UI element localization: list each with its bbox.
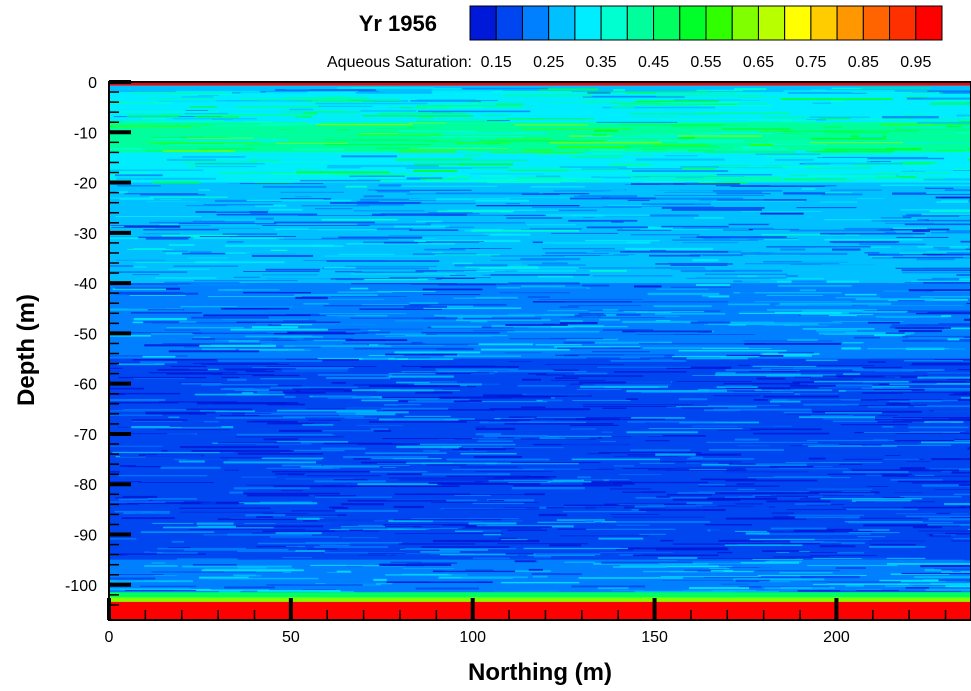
colorbar-tick-label: 0.95	[900, 54, 931, 71]
y-tick-label: -100	[65, 578, 97, 595]
colorbar-swatch	[889, 5, 917, 41]
x-tick-label: 100	[459, 629, 486, 646]
chart-title: Yr 1956	[359, 11, 437, 36]
colorbar-swatch	[548, 5, 576, 41]
x-tick-label: 150	[641, 629, 668, 646]
colorbar-swatch	[495, 5, 523, 41]
y-tick-label: 0	[88, 75, 97, 92]
saturation-lenses	[109, 87, 971, 594]
colorbar-tick-label: 0.45	[638, 54, 669, 71]
x-axis-ticks: 0 50 100 150 200	[105, 598, 947, 646]
colorbar-swatch	[469, 5, 497, 41]
saturation-band	[109, 597, 971, 603]
colorbar-tick-label: 0.35	[586, 54, 617, 71]
colorbar-swatch	[784, 5, 812, 41]
plot-frame	[108, 81, 971, 621]
colorbar-swatch	[810, 5, 838, 41]
colorbar-swatch	[521, 5, 550, 41]
x-tick-label: 0	[105, 629, 114, 646]
colorbar-tick-label: 0.65	[743, 54, 774, 71]
x-axis-label: Northing (m)	[468, 659, 612, 686]
saturation-band	[109, 82, 971, 86]
plot-area	[108, 81, 971, 621]
y-tick-label: -90	[74, 528, 97, 545]
colorbar-tick-label: 0.15	[481, 54, 512, 71]
y-axis-label: Depth (m)	[13, 294, 40, 406]
y-tick-label: -40	[74, 276, 97, 293]
y-tick-label: -80	[74, 477, 97, 494]
y-tick-label: -20	[74, 176, 97, 193]
y-axis-ticks: 0 -10 -20 -30 -40 -50 -60 -70 -80 -90 -100	[65, 75, 131, 606]
colorbar-swatch	[626, 5, 655, 41]
y-tick-label: -30	[74, 226, 97, 243]
colorbar-tick-label: 0.85	[848, 54, 879, 71]
x-tick-label: 200	[823, 629, 850, 646]
colorbar-swatch	[836, 5, 864, 41]
colorbar-swatch	[915, 5, 943, 41]
colorbar-tick-label: 0.25	[533, 54, 564, 71]
y-tick-label: -60	[74, 377, 97, 394]
y-tick-label: -70	[74, 427, 97, 444]
colorbar-tick-label: 0.55	[690, 54, 721, 71]
y-tick-label: -10	[74, 125, 97, 142]
y-tick-label: -50	[74, 326, 97, 343]
colorbar-swatch	[757, 5, 786, 41]
colorbar	[469, 5, 943, 41]
colorbar-swatch	[705, 5, 733, 41]
colorbar-tick-label: 0.75	[795, 54, 826, 71]
x-tick-label: 50	[282, 629, 300, 646]
saturation-band	[109, 601, 971, 620]
colorbar-tick-labels: 0.15 0.25 0.35 0.45 0.55 0.65 0.75 0.85 0.95	[481, 54, 932, 71]
colorbar-swatch	[679, 5, 707, 41]
saturation-band	[109, 592, 971, 598]
colorbar-swatch	[600, 5, 628, 41]
colorbar-swatch	[653, 5, 681, 41]
colorbar-label: Aqueous Saturation:	[327, 54, 472, 71]
colorbar-swatch	[731, 5, 759, 41]
colorbar-swatch	[574, 5, 602, 41]
colorbar-swatch	[862, 5, 891, 41]
